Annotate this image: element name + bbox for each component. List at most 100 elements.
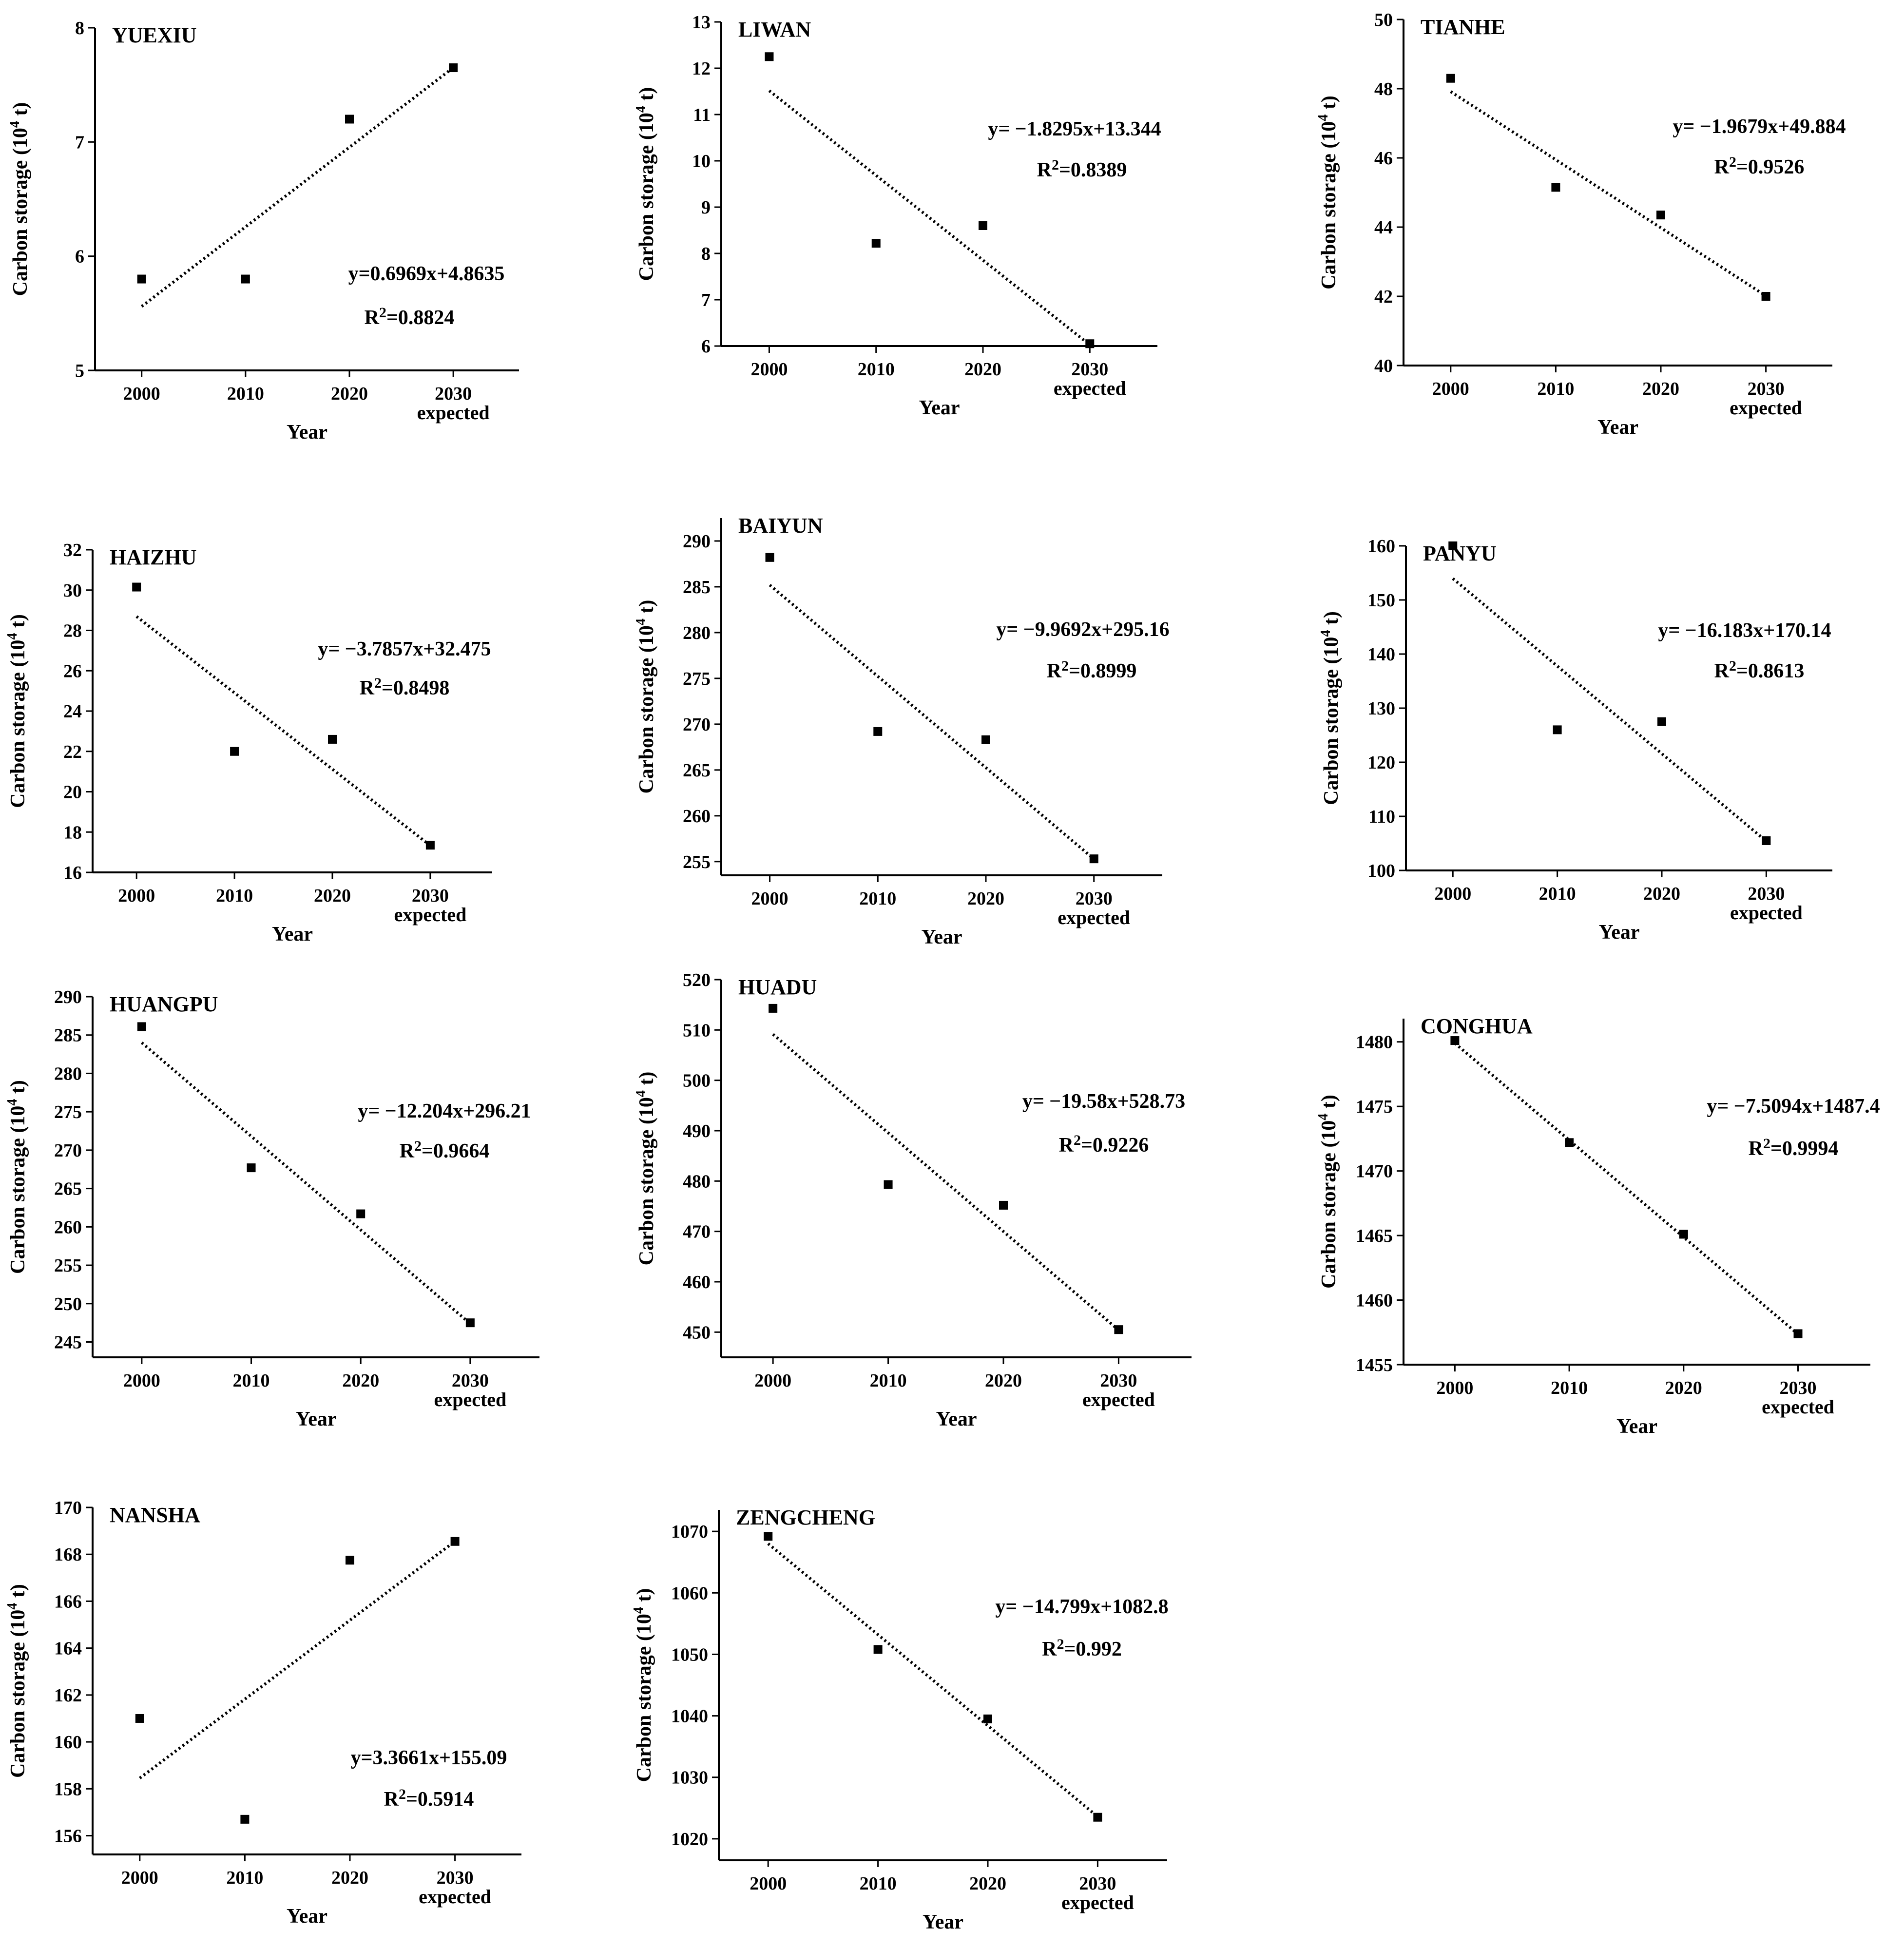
panel-title: LIWAN (738, 18, 811, 41)
panel-title: PANYU (1423, 541, 1497, 565)
y-tick-label: 1040 (671, 1706, 708, 1727)
x-tick-label: 2030 (1748, 379, 1785, 399)
y-tick-label: 255 (54, 1255, 82, 1276)
x-axis-label: Year (287, 1905, 327, 1928)
y-tick-label: 480 (683, 1171, 711, 1192)
y-tick-label: 245 (54, 1332, 82, 1353)
expected-label: expected (417, 402, 490, 424)
y-axis-label: Carbon storage (104 t) (634, 600, 658, 794)
y-tick-label: 1475 (1356, 1097, 1393, 1117)
y-axis-label: Carbon storage (104 t) (7, 102, 32, 296)
r-squared-label: R2=0.8389 (1037, 157, 1127, 181)
y-tick-label: 13 (692, 12, 711, 33)
x-tick-label: 2020 (985, 1370, 1022, 1391)
r-squared-label: R2=0.8498 (360, 675, 450, 699)
data-point (345, 115, 354, 124)
chart-panel-panyu: 100 110 120 130 140 150 160 2000 2010 2020 2030exp… (1318, 536, 1832, 944)
x-tick-label: 2000 (1432, 379, 1469, 399)
x-axis-label: Year (922, 926, 962, 948)
y-tick-label: 255 (683, 852, 711, 872)
y-tick-label: 8 (701, 244, 711, 264)
trend-equation: y= −16.183x+170.14 (1658, 619, 1831, 642)
x-tick-label: 2030 (435, 384, 472, 404)
y-tick-label: 460 (683, 1272, 711, 1293)
y-axis-label: Carbon storage (104 t) (5, 1080, 29, 1274)
y-tick-label: 110 (1368, 807, 1395, 827)
r-squared-label: R2=0.5914 (384, 1786, 474, 1811)
x-tick-label: 2000 (750, 1873, 787, 1894)
data-point (1085, 339, 1095, 348)
data-point (230, 747, 239, 756)
trend-line (767, 1543, 1099, 1818)
expected-label: expected (1082, 1389, 1155, 1410)
data-point (1114, 1325, 1123, 1334)
trend-equation: y= −3.7857x+32.475 (318, 638, 491, 660)
trend-equation: y= −12.204x+296.21 (358, 1100, 531, 1122)
y-tick-label: 168 (54, 1544, 82, 1565)
trend-equation: y= −1.8295x+13.344 (988, 118, 1161, 140)
expected-label: expected (1058, 907, 1130, 928)
y-tick-label: 270 (683, 714, 711, 735)
y-tick-label: 285 (54, 1025, 82, 1046)
expected-label: expected (1730, 902, 1803, 924)
x-axis-label: Year (272, 923, 313, 946)
y-tick-label: 156 (54, 1826, 82, 1847)
y-tick-label: 1070 (671, 1522, 708, 1542)
y-tick-label: 500 (683, 1071, 711, 1091)
trend-equation: y=3.3661x+155.09 (351, 1747, 507, 1769)
data-point (1657, 717, 1666, 726)
y-tick-label: 270 (54, 1140, 82, 1161)
x-tick-label: 2010 (226, 1868, 263, 1888)
y-tick-label: 11 (693, 105, 711, 125)
x-tick-label: 2000 (121, 1868, 158, 1888)
data-point (137, 1022, 146, 1031)
chart-panel-haizhu: 16 18 20 22 24 26 28 30 32 2000 2010 2020 2030expect… (5, 540, 492, 946)
x-tick-label: 2030 (1100, 1370, 1137, 1391)
expected-label: expected (394, 904, 466, 926)
data-point (1679, 1230, 1688, 1239)
data-point (1793, 1329, 1803, 1338)
data-point (449, 63, 458, 73)
y-tick-label: 28 (63, 621, 82, 641)
y-tick-label: 470 (683, 1222, 711, 1242)
y-axis-label: Carbon storage (104 t) (1316, 1095, 1340, 1289)
panel-title: HUANGPU (110, 992, 218, 1016)
y-tick-label: 9 (701, 197, 711, 218)
y-axis-label: Carbon storage (104 t) (1316, 96, 1340, 289)
trend-line (772, 1033, 1120, 1331)
y-tick-label: 100 (1367, 861, 1395, 881)
y-tick-label: 160 (54, 1732, 82, 1753)
data-point (346, 1556, 354, 1565)
y-tick-label: 450 (683, 1322, 711, 1343)
y-tick-label: 120 (1367, 753, 1395, 773)
y-tick-label: 7 (701, 290, 711, 310)
data-point (871, 239, 881, 248)
data-point (1448, 541, 1458, 550)
x-axis-label: Year (1616, 1415, 1657, 1438)
y-tick-label: 20 (63, 782, 82, 803)
y-tick-label: 1465 (1356, 1226, 1393, 1246)
trend-line (1454, 1042, 1799, 1335)
panel-title: TIANHE (1421, 15, 1505, 39)
x-tick-label: 2010 (233, 1370, 270, 1391)
x-tick-label: 2020 (1642, 379, 1679, 399)
data-point (328, 734, 337, 744)
y-tick-label: 26 (63, 661, 82, 681)
y-tick-label: 520 (683, 970, 711, 990)
y-tick-label: 280 (683, 623, 711, 643)
y-tick-label: 24 (63, 701, 82, 722)
trend-line (1450, 90, 1767, 297)
data-point (999, 1200, 1008, 1210)
expected-label: expected (1061, 1891, 1134, 1913)
x-tick-label: 2030 (1076, 888, 1113, 909)
x-tick-label: 2000 (123, 1370, 160, 1391)
r-squared-label: R2=0.9994 (1749, 1136, 1839, 1160)
y-tick-label: 6 (75, 247, 84, 267)
data-point (132, 582, 141, 592)
x-tick-label: 2010 (227, 384, 264, 404)
data-point (356, 1209, 365, 1218)
r-squared-label: R2=0.9526 (1714, 154, 1805, 178)
x-tick-label: 2010 (1539, 884, 1576, 904)
trend-line (140, 66, 454, 308)
